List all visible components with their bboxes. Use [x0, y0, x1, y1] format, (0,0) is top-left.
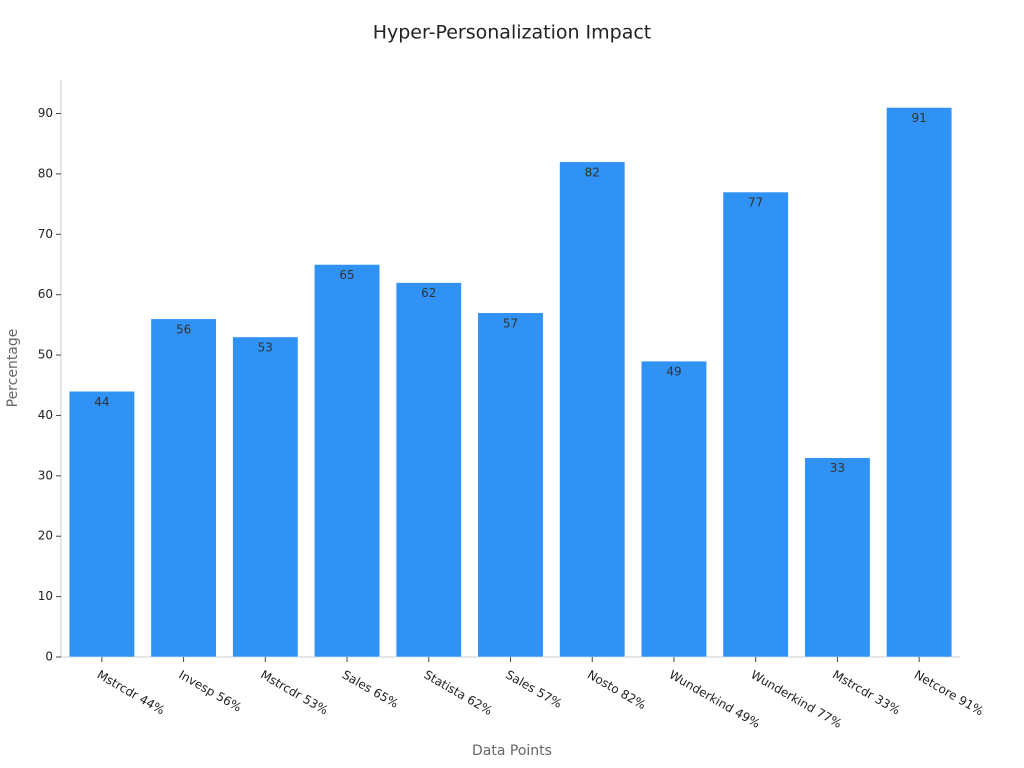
data-label: 91	[911, 111, 926, 125]
x-tick-label: Mstrcdr 53%	[258, 668, 330, 718]
y-tick-label: 90	[38, 106, 53, 120]
x-tick-label: Wunderkind 49%	[667, 668, 763, 731]
x-axis-label: Data Points	[472, 743, 552, 759]
y-tick-label: 10	[38, 589, 53, 603]
x-tick-label: Mstrcdr 44%	[95, 668, 167, 718]
bar	[559, 161, 626, 658]
y-tick-label: 80	[38, 166, 53, 180]
data-label: 65	[339, 268, 354, 282]
y-tick-label: 70	[38, 227, 53, 241]
chart-title: Hyper-Personalization Impact	[373, 22, 652, 44]
bar	[232, 336, 299, 658]
x-tick-label: Statista 62%	[422, 668, 495, 718]
bar	[886, 107, 953, 658]
data-label: 56	[176, 322, 191, 336]
bar	[395, 282, 462, 658]
x-tick-label: Sales 65%	[340, 668, 401, 711]
x-tick-label: Wunderkind 77%	[748, 668, 844, 731]
x-tick-label: Nosto 82%	[585, 668, 648, 713]
data-label: 33	[830, 461, 845, 475]
y-tick-label: 20	[38, 529, 53, 543]
data-label: 77	[748, 196, 763, 210]
bar	[477, 312, 544, 658]
data-label: 53	[258, 340, 273, 354]
bar	[804, 457, 871, 658]
y-tick-label: 30	[38, 468, 53, 482]
bar	[641, 360, 707, 658]
y-tick-label: 0	[45, 650, 53, 664]
y-tick-label: 50	[38, 348, 53, 362]
y-tick-label: 60	[38, 287, 53, 301]
x-tick-label: Mstrcdr 33%	[830, 668, 902, 718]
y-axis-label: Percentage	[5, 329, 21, 408]
data-label: 49	[666, 365, 681, 379]
data-label: 44	[94, 395, 109, 409]
y-tick-label: 40	[38, 408, 53, 422]
data-label: 62	[421, 286, 436, 300]
x-tick-label: Sales 57%	[503, 668, 564, 711]
data-label: 57	[503, 316, 518, 330]
bar	[150, 318, 217, 658]
data-label: 82	[585, 165, 600, 179]
x-tick-label: Invesp 56%	[176, 668, 244, 715]
bar	[722, 191, 789, 658]
bar	[314, 264, 380, 658]
bar	[68, 391, 135, 658]
x-tick-label: Netcore 91%	[912, 668, 986, 719]
